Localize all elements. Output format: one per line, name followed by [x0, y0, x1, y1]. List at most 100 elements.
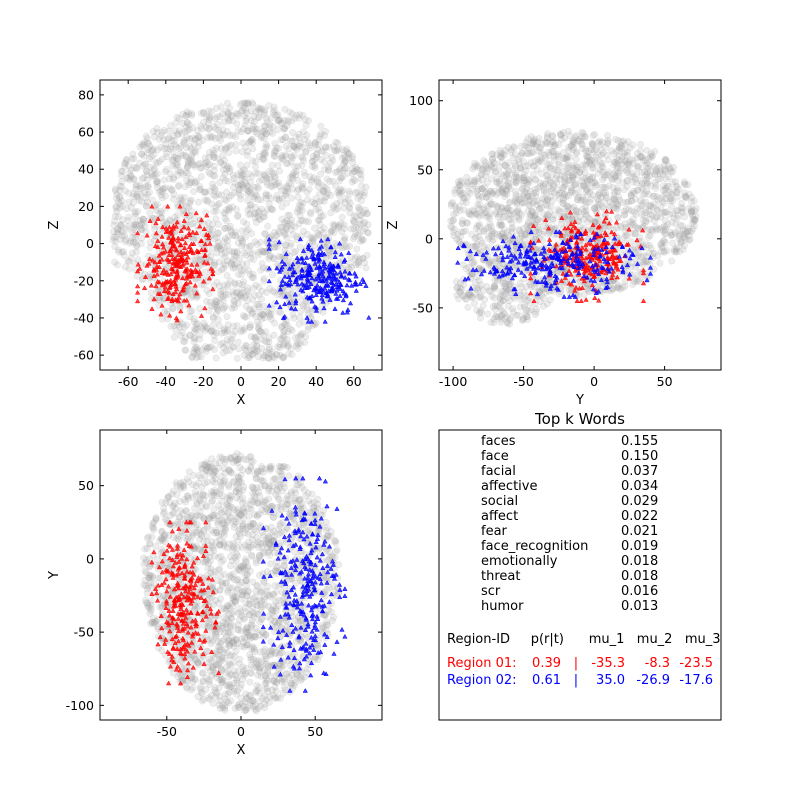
background-point: [245, 211, 253, 219]
background-point: [251, 334, 259, 342]
background-point: [301, 116, 309, 124]
background-point: [272, 174, 279, 182]
region-1-point: [170, 268, 176, 274]
background-point: [335, 223, 342, 231]
background-point: [140, 216, 148, 223]
background-point: [245, 305, 253, 313]
background-point: [276, 341, 284, 348]
background-point: [267, 182, 275, 190]
background-point: [349, 155, 356, 163]
background-point: [498, 187, 505, 195]
background-point: [259, 247, 267, 255]
background-point: [224, 328, 231, 336]
background-point: [251, 292, 259, 299]
background-point: [232, 109, 240, 117]
background-point: [234, 171, 242, 179]
background-point: [192, 135, 200, 143]
background-point: [315, 135, 323, 143]
background-point: [263, 178, 271, 186]
background-point: [219, 287, 227, 295]
background-point: [276, 116, 284, 124]
background-point: [230, 174, 238, 182]
background-point: [300, 227, 308, 235]
background-point: [216, 113, 224, 121]
background-point: [216, 299, 224, 307]
background-point: [310, 174, 318, 182]
region-2-point: [336, 279, 342, 284]
background-point: [164, 135, 172, 143]
background-point: [228, 111, 236, 119]
background-point: [217, 291, 225, 298]
background-point: [511, 162, 519, 170]
background-point: [577, 166, 585, 174]
background-point: [112, 237, 120, 245]
background-point: [303, 306, 311, 314]
background-point: [255, 208, 263, 215]
background-point: [234, 112, 242, 120]
background-point: [206, 170, 214, 178]
background-point: [262, 141, 270, 149]
background-point: [601, 222, 608, 230]
background-point: [246, 270, 254, 278]
background-point: [186, 286, 194, 294]
background-point: [275, 197, 283, 204]
background-point: [297, 198, 305, 206]
background-point: [314, 178, 321, 186]
background-point: [252, 203, 260, 211]
background-point: [265, 338, 273, 346]
background-point: [213, 304, 221, 312]
background-point: [233, 260, 241, 268]
region-2-point: [283, 251, 289, 256]
background-point: [208, 302, 216, 310]
background-point: [292, 171, 300, 179]
region-2-point: [312, 303, 318, 309]
background-point: [240, 166, 248, 174]
region-2-point: [278, 282, 284, 287]
background-point: [133, 241, 141, 249]
region-1-point: [183, 251, 189, 256]
background-point: [315, 204, 323, 212]
background-point: [361, 218, 369, 226]
region-2-point: [277, 268, 283, 274]
background-point: [260, 209, 268, 217]
background-point: [159, 185, 167, 192]
background-point: [186, 331, 194, 339]
background-point: [139, 142, 147, 150]
region-1-point: [180, 262, 186, 268]
background-point: [265, 309, 273, 317]
background-point: [129, 175, 137, 183]
region-1-point: [184, 268, 190, 274]
background-point: [497, 221, 505, 229]
background-point: [140, 174, 148, 182]
background-point: [263, 338, 271, 346]
background-point: [211, 114, 219, 122]
background-point: [345, 154, 353, 162]
background-point: [338, 174, 346, 182]
background-point: [270, 243, 278, 251]
background-point: [238, 266, 246, 274]
background-point: [237, 180, 245, 188]
background-point: [271, 178, 279, 186]
background-point: [224, 237, 231, 245]
background-point: [314, 216, 322, 224]
background-point: [578, 133, 586, 141]
background-point: [201, 154, 209, 162]
region-1-point: [159, 270, 165, 276]
background-point: [450, 228, 457, 236]
background-point: [287, 345, 295, 353]
background-point: [169, 175, 177, 183]
background-point: [281, 124, 288, 132]
background-point: [223, 108, 231, 115]
background-point: [251, 125, 259, 133]
background-point: [211, 135, 219, 142]
background-point: [358, 235, 366, 243]
region-1-point: [527, 290, 534, 296]
region-1-point: [165, 203, 171, 209]
background-point: [162, 140, 170, 148]
background-point: [246, 201, 254, 209]
background-point: [196, 335, 204, 343]
background-point: [153, 179, 161, 187]
background-point: [292, 134, 300, 142]
background-point: [268, 161, 276, 169]
background-point: [210, 153, 218, 161]
